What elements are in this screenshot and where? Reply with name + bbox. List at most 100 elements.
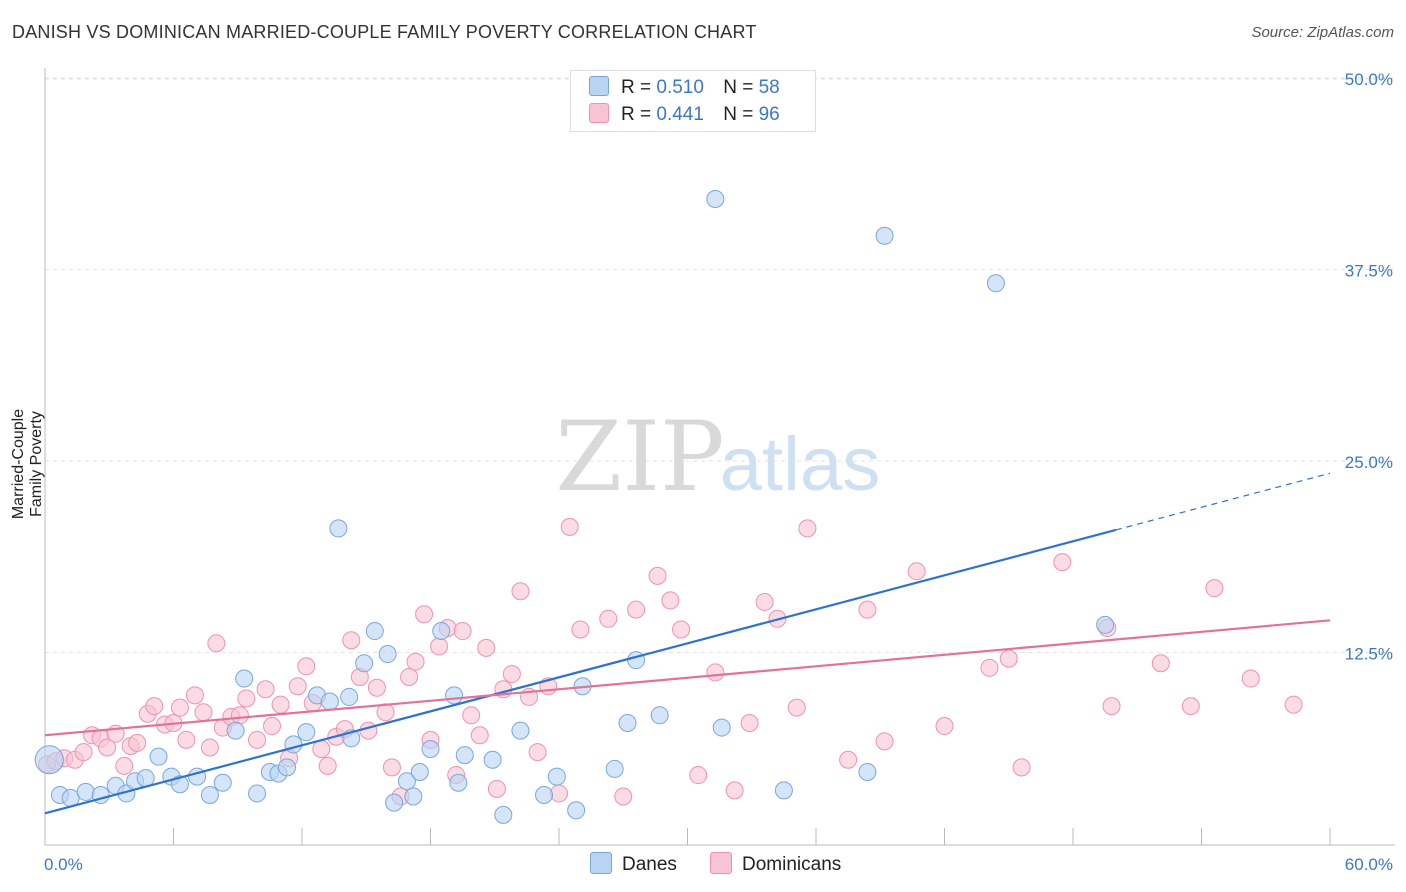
- dominicans-point: [689, 766, 708, 785]
- bottom-legend-dominicans: Dominicans: [710, 852, 841, 876]
- dominicans-point: [648, 566, 667, 585]
- dominicans-point: [256, 680, 275, 699]
- dominicans-point: [755, 592, 774, 611]
- dominicans-point: [271, 695, 290, 714]
- danes-n-label: N =: [723, 77, 754, 98]
- dominicans-r-label: R =: [621, 104, 652, 125]
- dominicans-point: [145, 697, 164, 716]
- dominicans-point: [415, 605, 434, 624]
- dominicans-point: [980, 658, 999, 677]
- dominicans-point: [200, 738, 219, 757]
- dominicans-points: [38, 517, 1303, 806]
- dominicans-point: [1151, 654, 1170, 673]
- legend-row-dominicans: R = 0.441 N = 96: [589, 103, 780, 126]
- danes-point: [483, 750, 502, 769]
- dominicans-point: [207, 634, 226, 653]
- danes-point: [329, 519, 348, 538]
- dominicans-n-label: N =: [723, 104, 754, 125]
- dominicans-point: [1284, 695, 1303, 714]
- danes-point: [986, 274, 1005, 293]
- dominicans-point: [599, 609, 618, 628]
- dominicans-point: [128, 733, 147, 752]
- bottom-dominicans-label: Dominicans: [742, 854, 842, 875]
- danes-point: [432, 622, 451, 641]
- dominicans-point: [1241, 669, 1260, 688]
- dominicans-point: [263, 717, 282, 736]
- danes-point: [320, 692, 339, 711]
- dominicans-point: [614, 787, 633, 806]
- danes-point: [650, 706, 669, 725]
- tick-labels: 12.5% 25.0% 37.5% 50.0% 0.0% 60.0%: [44, 70, 1393, 874]
- dominicans-point: [798, 519, 817, 538]
- danes-point: [875, 226, 894, 245]
- dominicans-point: [342, 631, 361, 650]
- dominicans-point: [406, 652, 425, 671]
- danes-point: [235, 669, 254, 688]
- dominicans-point: [907, 562, 926, 581]
- danes-point: [535, 785, 554, 804]
- dominicans-point: [511, 582, 530, 601]
- dominicans-point: [627, 600, 646, 619]
- danes-point: [618, 713, 637, 732]
- danes-trend-line: [44, 528, 1117, 815]
- dominicans-point: [185, 686, 204, 705]
- danes-point: [355, 654, 374, 673]
- dominicans-n-value: 96: [758, 104, 780, 125]
- danes-swatch: [589, 76, 609, 96]
- dominicans-point: [787, 698, 806, 717]
- danes-point: [774, 781, 793, 800]
- dominicans-point: [453, 622, 472, 641]
- y-tick-label-0: 12.5%: [1345, 645, 1393, 664]
- dominicans-point: [367, 678, 386, 697]
- dominicans-point: [318, 756, 337, 775]
- dominicans-point: [875, 732, 894, 751]
- y-tick-label-2: 37.5%: [1345, 262, 1393, 281]
- danes-point: [404, 787, 423, 806]
- danes-point: [278, 758, 297, 777]
- dominicans-point: [470, 726, 489, 745]
- y-tick-label-1: 25.0%: [1345, 453, 1393, 472]
- dominicans-point: [571, 620, 590, 639]
- dominicans-point: [430, 637, 449, 656]
- dominicans-point: [359, 721, 378, 740]
- dominicans-point: [1012, 758, 1031, 777]
- danes-point: [149, 747, 168, 766]
- dominicans-point: [706, 663, 725, 682]
- dominicans-point: [477, 638, 496, 657]
- danes-point: [445, 686, 464, 705]
- dominicans-trend-line: [44, 619, 1331, 737]
- danes-point: [421, 740, 440, 759]
- dominicans-swatch: [589, 103, 609, 123]
- danes-r-label: R =: [621, 77, 652, 98]
- dominicans-point: [230, 706, 249, 725]
- trend-lines: [44, 472, 1331, 815]
- dominicans-point: [528, 743, 547, 762]
- dominicans-point: [1102, 697, 1121, 716]
- dominicans-point: [400, 668, 419, 687]
- danes-point: [567, 801, 586, 820]
- danes-point: [858, 762, 877, 781]
- dominicans-point: [725, 781, 744, 800]
- danes-point: [200, 785, 219, 804]
- danes-point: [34, 745, 64, 775]
- dominicans-point: [1053, 553, 1072, 572]
- y-tick-label-3: 50.0%: [1345, 70, 1393, 89]
- dominicans-point: [462, 706, 481, 725]
- dominicans-point: [487, 779, 506, 798]
- dominicans-r-value: 0.441: [656, 104, 704, 125]
- dominicans-point: [1205, 579, 1224, 598]
- danes-point: [494, 805, 513, 824]
- x-tick-label-max: 60.0%: [1345, 855, 1393, 874]
- dominicans-point: [672, 620, 691, 639]
- danes-point: [1096, 615, 1115, 634]
- danes-point: [340, 687, 359, 706]
- axes: [44, 68, 1395, 846]
- danes-point: [378, 645, 397, 664]
- dominicans-point: [740, 713, 759, 732]
- dominicans-point: [98, 738, 117, 757]
- dominicans-point: [74, 743, 93, 762]
- watermark-zip: ZIP: [555, 401, 724, 513]
- dominicans-point: [288, 677, 307, 696]
- danes-point: [226, 721, 245, 740]
